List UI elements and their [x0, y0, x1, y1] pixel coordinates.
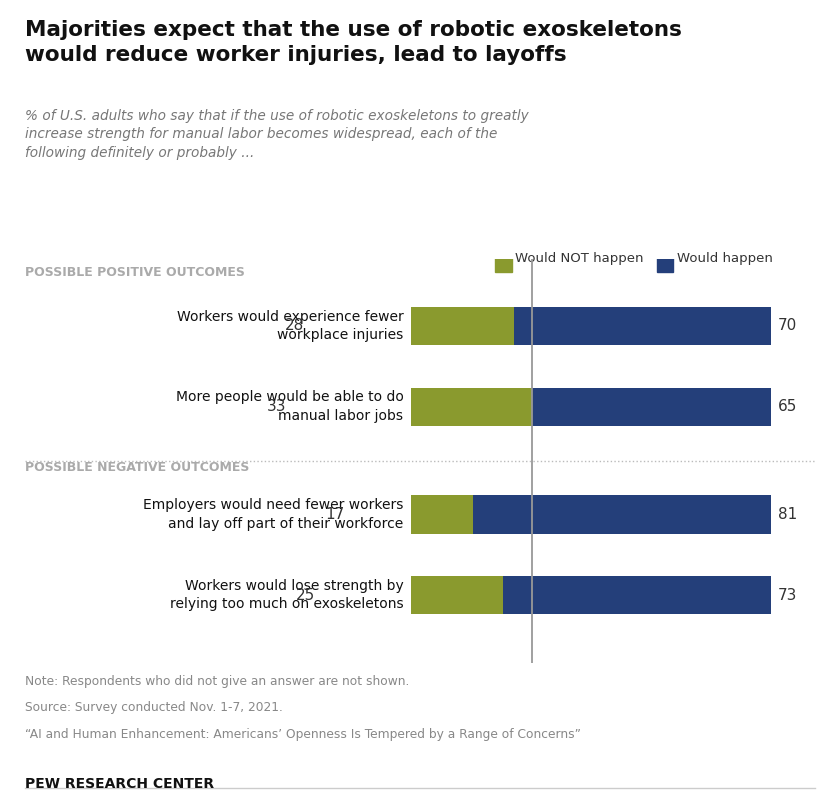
Text: % of U.S. adults who say that if the use of robotic exoskeletons to greatly
incr: % of U.S. adults who say that if the use… — [25, 109, 529, 160]
Text: PEW RESEARCH CENTER: PEW RESEARCH CENTER — [25, 777, 214, 791]
Text: More people would be able to do
manual labor jobs: More people would be able to do manual l… — [176, 390, 403, 423]
Bar — [513, 307, 771, 345]
Bar — [411, 388, 532, 426]
Text: 81: 81 — [778, 507, 797, 522]
Text: “AI and Human Enhancement: Americans’ Openness Is Tempered by a Range of Concern: “AI and Human Enhancement: Americans’ Op… — [25, 728, 581, 741]
Text: Workers would lose strength by
relying too much on exoskeletons: Workers would lose strength by relying t… — [170, 579, 403, 612]
Text: 70: 70 — [778, 318, 797, 334]
Bar — [502, 576, 771, 614]
Text: 33: 33 — [266, 399, 286, 415]
Text: Would NOT happen: Would NOT happen — [516, 252, 644, 265]
Bar — [532, 388, 771, 426]
Text: Employers would need fewer workers
and lay off part of their workforce: Employers would need fewer workers and l… — [143, 499, 403, 531]
Text: Source: Survey conducted Nov. 1-7, 2021.: Source: Survey conducted Nov. 1-7, 2021. — [25, 701, 283, 714]
Text: Majorities expect that the use of robotic exoskeletons
would reduce worker injur: Majorities expect that the use of roboti… — [25, 20, 682, 65]
Text: POSSIBLE NEGATIVE OUTCOMES: POSSIBLE NEGATIVE OUTCOMES — [25, 461, 249, 473]
Text: POSSIBLE POSITIVE OUTCOMES: POSSIBLE POSITIVE OUTCOMES — [25, 266, 245, 279]
FancyBboxPatch shape — [496, 245, 512, 272]
Bar — [411, 576, 502, 614]
Text: 65: 65 — [778, 399, 797, 415]
Text: 25: 25 — [296, 587, 315, 603]
Text: 28: 28 — [285, 318, 304, 334]
Bar — [411, 495, 473, 533]
Text: 73: 73 — [778, 587, 797, 603]
Bar — [473, 495, 771, 533]
FancyBboxPatch shape — [657, 245, 674, 272]
Text: 17: 17 — [325, 507, 344, 522]
Bar — [411, 307, 513, 345]
Text: Note: Respondents who did not give an answer are not shown.: Note: Respondents who did not give an an… — [25, 675, 410, 688]
Text: Workers would experience fewer
workplace injuries: Workers would experience fewer workplace… — [176, 309, 403, 342]
Text: Would happen: Would happen — [677, 252, 773, 265]
